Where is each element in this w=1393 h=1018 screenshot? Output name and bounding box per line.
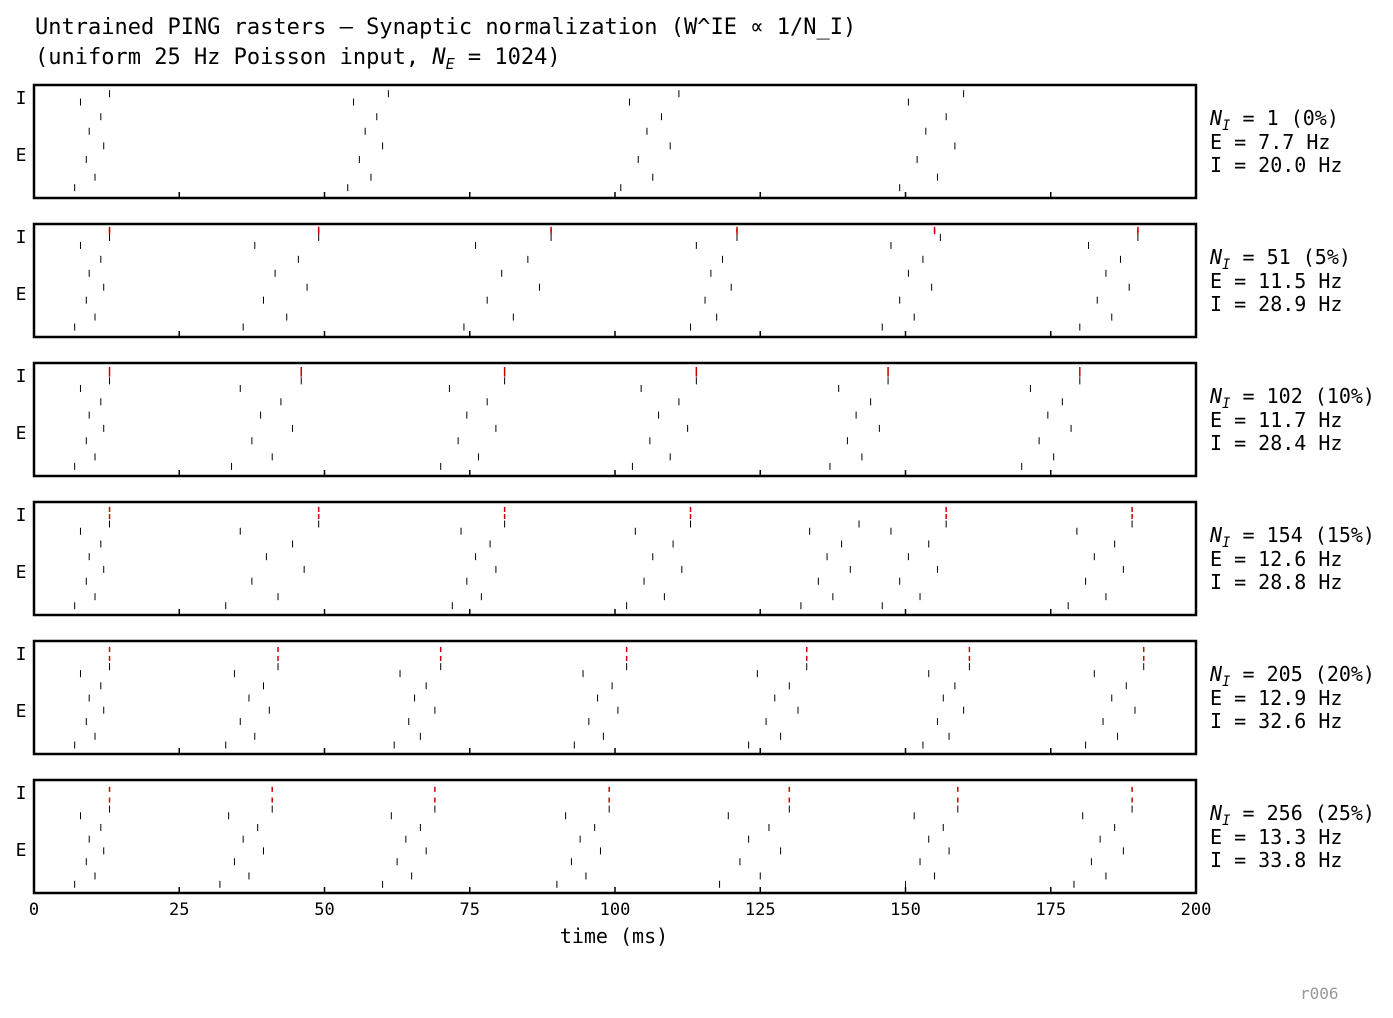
label-subscript: I <box>1222 257 1231 273</box>
panel-label: NI = 51 (5%) <box>1209 245 1351 273</box>
panel-stat: E = 7.7 Hz <box>1210 130 1330 154</box>
panel-stat: I = 28.4 Hz <box>1210 431 1342 455</box>
x-tick-label: 25 <box>169 900 189 920</box>
label-symbol: N <box>1209 245 1223 269</box>
panel-frame <box>32 778 1198 895</box>
chart-title: Untrained PING rasters — Synaptic normal… <box>35 15 856 40</box>
label-subscript: I <box>1222 118 1231 134</box>
panel-label: NI = 154 (15%) <box>1209 523 1375 551</box>
panel-stat: E = 11.5 Hz <box>1210 269 1342 293</box>
panel-stat: I = 28.9 Hz <box>1210 292 1342 316</box>
panel-label: NI = 1 (0%) <box>1209 106 1339 134</box>
x-tick-label: 200 <box>1181 900 1212 920</box>
label-subscript: I <box>1222 813 1231 829</box>
subtitle-text: (uniform 25 Hz Poisson input, <box>35 45 432 70</box>
panel-stat: I = 33.8 Hz <box>1210 848 1342 872</box>
subtitle-symbol: N <box>431 45 446 70</box>
label-text: = 102 (10%) <box>1230 384 1375 408</box>
panel-stat: I = 28.8 Hz <box>1210 570 1342 594</box>
panel-stat: E = 12.9 Hz <box>1210 686 1342 710</box>
label-text: = 154 (15%) <box>1230 523 1375 547</box>
y-tick-label: I <box>16 366 27 387</box>
label-symbol: N <box>1209 523 1223 547</box>
label-symbol: N <box>1209 384 1223 408</box>
panel-stat: I = 20.0 Hz <box>1210 153 1342 177</box>
panel-frame <box>32 83 1198 200</box>
label-subscript: I <box>1222 396 1231 412</box>
y-tick-label: E <box>16 145 27 166</box>
panel-frame <box>32 222 1198 339</box>
x-tick-label: 0 <box>29 900 39 920</box>
y-tick-label: I <box>16 644 27 665</box>
panel-label: NI = 205 (20%) <box>1209 662 1375 690</box>
label-text: = 205 (20%) <box>1230 662 1375 686</box>
panel-stat: E = 11.7 Hz <box>1210 408 1342 432</box>
panel-label: NI = 256 (25%) <box>1209 801 1375 829</box>
label-symbol: N <box>1209 106 1223 130</box>
panel-stat: E = 12.6 Hz <box>1210 547 1342 571</box>
label-symbol: N <box>1209 662 1223 686</box>
y-tick-label: E <box>16 701 27 722</box>
panel-frame <box>32 500 1198 617</box>
subtitle-text: = 1024) <box>455 45 561 70</box>
x-tick-label: 150 <box>890 900 921 920</box>
y-tick-label: I <box>16 227 27 248</box>
x-tick-label: 100 <box>600 900 631 920</box>
y-tick-label: E <box>16 284 27 305</box>
panel-stat: E = 13.3 Hz <box>1210 825 1342 849</box>
panel-frame <box>32 361 1198 478</box>
label-text: = 51 (5%) <box>1230 245 1350 269</box>
x-tick-label: 75 <box>460 900 480 920</box>
label-text: = 256 (25%) <box>1230 801 1375 825</box>
label-text: = 1 (0%) <box>1230 106 1338 130</box>
y-tick-label: E <box>16 423 27 444</box>
label-subscript: I <box>1222 535 1231 551</box>
label-symbol: N <box>1209 801 1223 825</box>
y-tick-label: E <box>16 562 27 583</box>
y-tick-label: I <box>16 88 27 109</box>
footer: r006 <box>1300 984 1339 1003</box>
label-subscript: I <box>1222 674 1231 690</box>
panel-label: NI = 102 (10%) <box>1209 384 1375 412</box>
x-tick-label: 125 <box>745 900 776 920</box>
x-tick-label: 50 <box>314 900 334 920</box>
y-tick-label: I <box>16 783 27 804</box>
y-tick-label: E <box>16 840 27 861</box>
panel-frame <box>32 639 1198 756</box>
panel-stat: I = 32.6 Hz <box>1210 709 1342 733</box>
y-tick-label: I <box>16 505 27 526</box>
subtitle-subscript: E <box>446 55 455 73</box>
chart-subtitle: (uniform 25 Hz Poisson input, NE = 1024) <box>35 45 561 73</box>
x-tick-label: 175 <box>1035 900 1066 920</box>
x-axis-label: time (ms) <box>560 924 668 948</box>
